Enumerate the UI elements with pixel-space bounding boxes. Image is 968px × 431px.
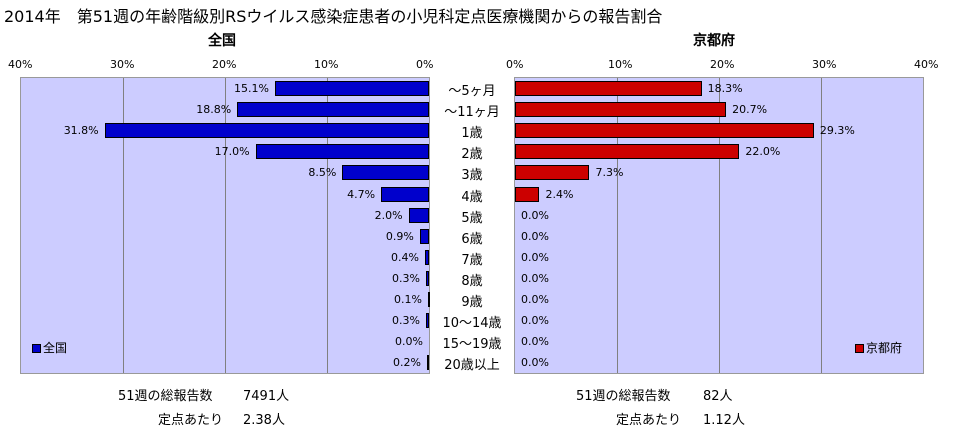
- right-gridline: [821, 78, 822, 373]
- left-bar: [274, 81, 429, 96]
- left-panel-title: 全国: [208, 33, 236, 49]
- category-label: 7歳: [461, 252, 483, 268]
- right-data-label: 2.4%: [545, 187, 574, 201]
- right-gridline: [719, 78, 720, 373]
- right-data-label: 0.0%: [521, 208, 549, 222]
- left-data-label: 0.1%: [394, 293, 422, 306]
- category-label: 3歳: [461, 168, 483, 184]
- left-bar: [408, 207, 429, 223]
- right-per-label: 定点あたり: [616, 413, 682, 428]
- left-bar: [104, 123, 429, 139]
- right-total-label: 51週の総報告数: [576, 389, 671, 404]
- left-tick-label: 20%: [212, 58, 237, 71]
- left-data-label: 0.4%: [390, 250, 419, 264]
- right-bar: [515, 81, 702, 96]
- left-total-value: 7491人: [243, 389, 290, 404]
- left-tick-label: 40%: [8, 58, 33, 71]
- right-data-label: 18.3%: [707, 82, 743, 95]
- left-plot-area: 15.1% 18.8% 31.8% 17.0% 8.5% 4.7% 2.0% 0.9% 0.4%…: [20, 77, 430, 374]
- category-label: 5歳: [461, 210, 483, 226]
- left-legend-swatch: [32, 344, 41, 353]
- right-tick-label: 20%: [710, 58, 735, 71]
- left-bar: [427, 292, 430, 307]
- right-data-label: 0.0%: [521, 293, 549, 306]
- left-data-label: 31.8%: [63, 124, 99, 138]
- right-per-value: 1.12人: [703, 413, 745, 428]
- right-total-value: 82人: [703, 389, 733, 404]
- right-panel-title: 京都府: [693, 33, 735, 49]
- right-tick-label: 40%: [914, 58, 939, 71]
- right-data-label: 0.0%: [521, 271, 549, 285]
- left-bar: [381, 186, 429, 202]
- left-bar: [424, 249, 429, 265]
- left-data-label: 17.0%: [214, 145, 250, 159]
- right-bar: [515, 144, 740, 160]
- chart-title: 2014年 第51週の年齢階級別RSウイルス感染症患者の小児科定点医療機関からの…: [4, 7, 663, 26]
- left-bar: [237, 102, 429, 118]
- right-gridline: [617, 78, 618, 373]
- left-data-label: 15.1%: [234, 82, 269, 95]
- right-legend-label: 京都府: [866, 341, 903, 355]
- right-data-label: 0.0%: [521, 335, 549, 349]
- right-data-label: 0.0%: [521, 250, 549, 264]
- left-gridline: [123, 78, 124, 373]
- right-bar: [515, 102, 727, 118]
- category-label: 15～19歳: [442, 337, 502, 353]
- left-tick-label: 30%: [110, 58, 135, 71]
- left-bar: [419, 228, 429, 244]
- category-label: 4歳: [461, 189, 483, 205]
- left-data-label: 0.3%: [392, 271, 420, 285]
- left-tick-label: 0%: [416, 58, 434, 71]
- left-data-label: 0.9%: [385, 229, 414, 243]
- category-label: 6歳: [461, 231, 483, 247]
- left-legend: 全国: [32, 339, 67, 356]
- left-data-label: 8.5%: [308, 166, 337, 180]
- right-data-label: 22.0%: [745, 145, 781, 159]
- left-data-label: 2.0%: [374, 208, 403, 222]
- left-bar: [255, 144, 429, 160]
- left-data-label: 0.2%: [393, 356, 421, 370]
- category-label: ～11ヶ月: [444, 105, 500, 121]
- right-plot-area: 18.3% 20.7% 29.3% 22.0% 7.3% 2.4% 0.0% 0.0% 0.0%…: [514, 77, 924, 374]
- category-label: 10～14歳: [442, 316, 502, 332]
- right-legend: 京都府: [855, 339, 902, 356]
- right-data-label: 7.3%: [595, 166, 624, 180]
- right-data-label: 20.7%: [732, 103, 768, 117]
- left-data-label: 0.3%: [392, 314, 420, 328]
- category-label: 9歳: [461, 295, 483, 310]
- right-bar: [515, 123, 814, 139]
- category-label: 1歳: [461, 126, 483, 142]
- category-label: ～5ヶ月: [448, 84, 496, 99]
- left-tick-label: 10%: [314, 58, 339, 71]
- right-bar: [515, 186, 540, 202]
- right-data-label: 29.3%: [819, 124, 855, 138]
- right-tick-label: 10%: [608, 58, 633, 71]
- left-total-label: 51週の総報告数: [118, 389, 213, 404]
- left-bar: [425, 313, 429, 329]
- left-data-label: 18.8%: [196, 103, 232, 117]
- right-tick-label: 0%: [506, 58, 524, 71]
- left-data-label: 4.7%: [347, 187, 376, 201]
- left-legend-label: 全国: [43, 341, 68, 355]
- category-label: 2歳: [461, 147, 483, 163]
- right-legend-swatch: [855, 344, 864, 353]
- left-bar: [342, 165, 429, 181]
- right-bar: [515, 165, 590, 181]
- left-per-value: 2.38人: [243, 413, 285, 428]
- right-data-label: 0.0%: [521, 356, 549, 370]
- right-data-label: 0.0%: [521, 314, 549, 328]
- right-data-label: 0.0%: [521, 229, 549, 243]
- left-gridline: [225, 78, 226, 373]
- left-gridline: [327, 78, 328, 373]
- left-bar: [426, 355, 429, 371]
- left-per-label: 定点あたり: [158, 413, 224, 428]
- left-bar: [425, 270, 429, 286]
- right-tick-label: 30%: [812, 58, 837, 71]
- category-label: 20歳以上: [444, 358, 500, 374]
- category-label: 8歳: [461, 273, 483, 289]
- left-data-label: 0.0%: [395, 335, 423, 349]
